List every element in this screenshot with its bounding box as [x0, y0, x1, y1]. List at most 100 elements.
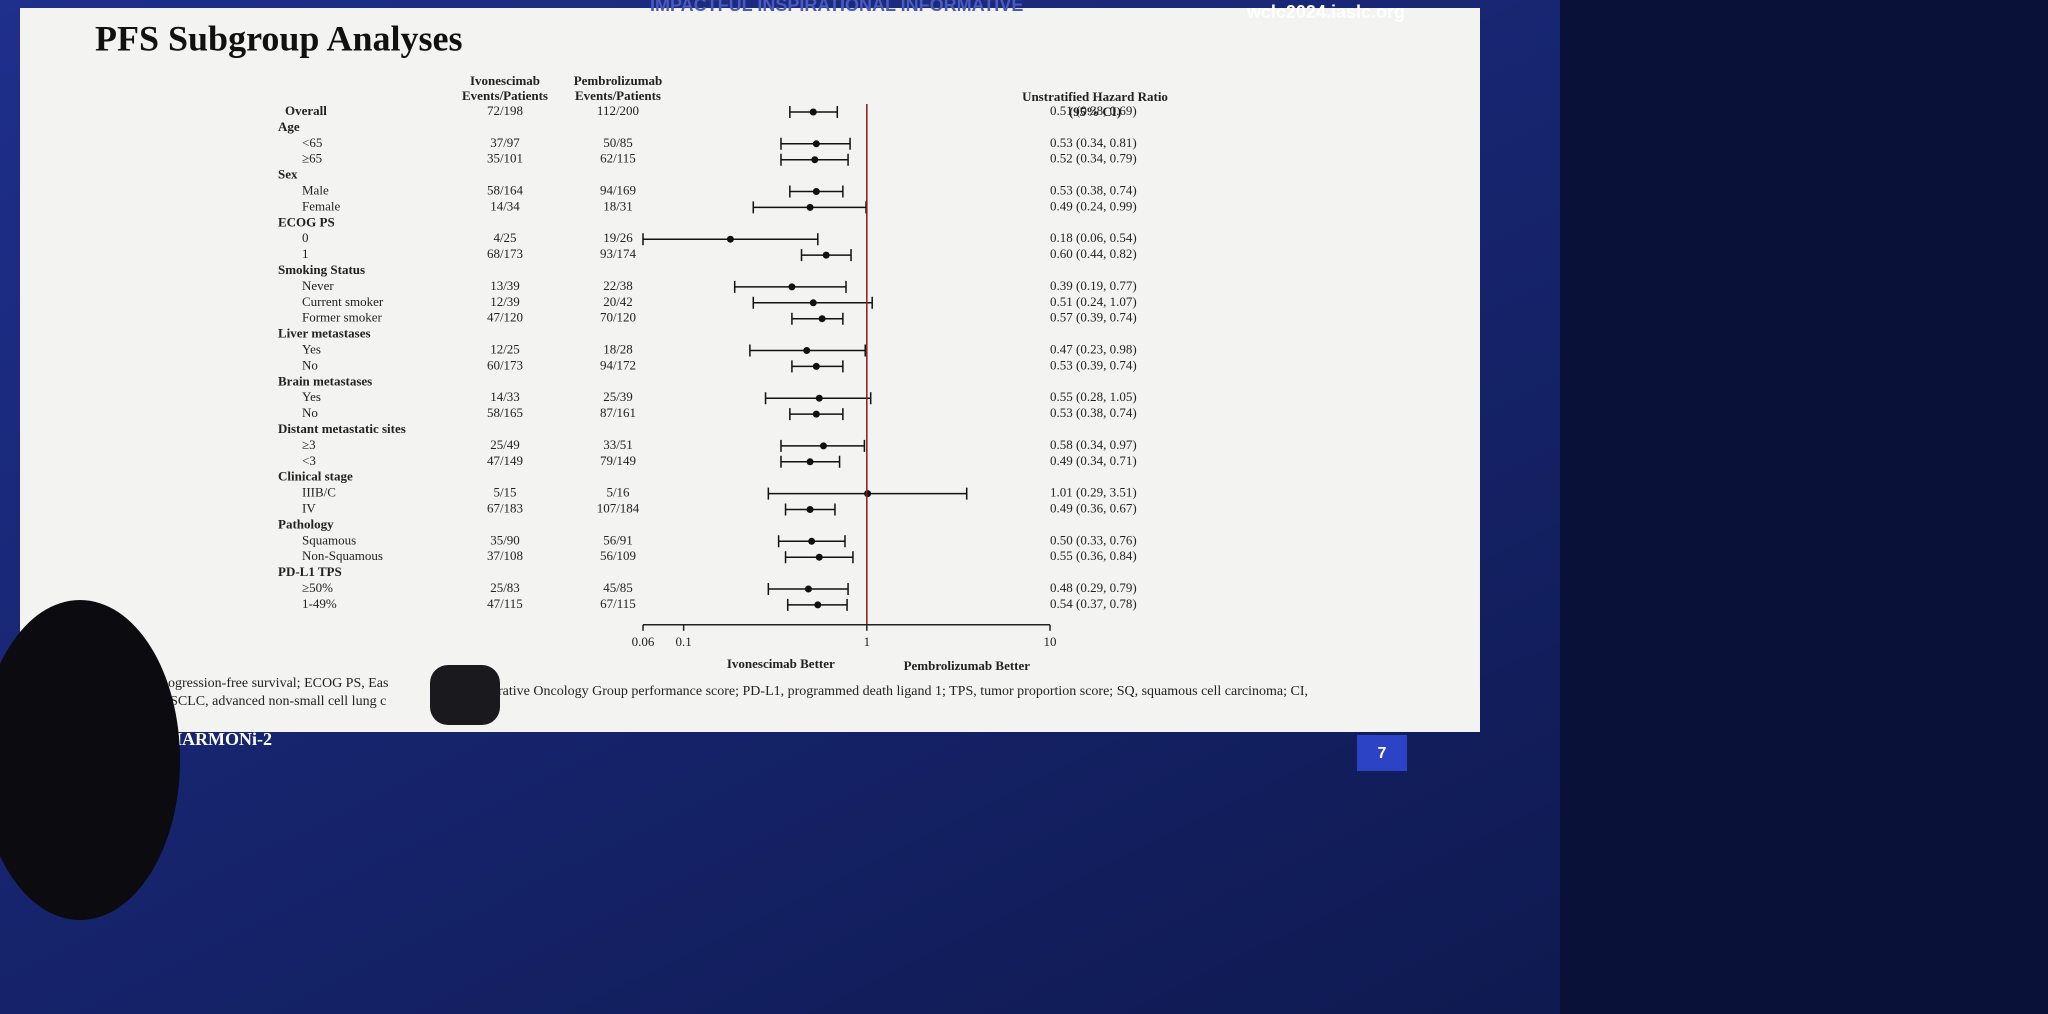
- events: 107/184: [597, 500, 640, 515]
- x-tick-label: 0.1: [676, 634, 692, 649]
- events: 58/165: [487, 405, 523, 420]
- hr-point: [806, 506, 814, 513]
- hr-label: 1.01 (0.29, 3.51): [1050, 485, 1137, 500]
- hr-point: [803, 347, 811, 354]
- events: 68/173: [487, 246, 523, 261]
- group-label: Smoking Status: [278, 262, 365, 277]
- hr-point: [822, 251, 830, 259]
- hr-point: [815, 553, 823, 561]
- footnote: rative Oncology Group performance score;…: [498, 684, 1308, 699]
- hr-point: [864, 490, 872, 498]
- hr-point: [726, 235, 734, 243]
- row-label: ≥50%: [302, 580, 333, 595]
- row-label: Yes: [302, 341, 321, 356]
- events: 72/198: [487, 103, 523, 118]
- events: 56/91: [603, 532, 633, 547]
- row-label: 1: [302, 246, 309, 261]
- chart-title: PFS Subgroup Analyses: [95, 18, 462, 58]
- hr-label: 0.51 (0.24, 1.07): [1050, 294, 1137, 309]
- events: 18/31: [603, 198, 633, 213]
- footnote: ogression-free survival; ECOG PS, Eas: [168, 676, 388, 691]
- events: 112/200: [597, 103, 639, 118]
- row-label: IIIB/C: [302, 485, 336, 500]
- row-label: Yes: [302, 389, 321, 404]
- hr-point: [815, 394, 823, 402]
- annotation: Pembrolizumab Better: [904, 658, 1031, 673]
- events: 93/174: [600, 246, 637, 261]
- hr-point: [804, 585, 812, 593]
- hr-label: 0.57 (0.39, 0.74): [1050, 310, 1137, 325]
- events: 58/164: [487, 182, 524, 197]
- hr-point: [814, 601, 822, 609]
- hr-label: 0.53 (0.38, 0.74): [1050, 405, 1137, 420]
- hr-point: [812, 188, 820, 195]
- events: 33/51: [603, 437, 633, 452]
- hr-label: 0.39 (0.19, 0.77): [1050, 278, 1137, 293]
- hr-point: [788, 283, 796, 291]
- events: 47/149: [487, 453, 523, 468]
- hr-label: 0.55 (0.36, 0.84): [1050, 548, 1137, 563]
- hr-label: 0.53 (0.39, 0.74): [1050, 357, 1137, 372]
- events: 67/115: [600, 596, 636, 611]
- events: 18/28: [603, 341, 633, 356]
- events: 4/25: [493, 230, 516, 245]
- events: 70/120: [600, 310, 636, 325]
- camera: [430, 665, 500, 725]
- x-tick-label: 10: [1044, 634, 1057, 649]
- events: 19/26: [603, 230, 633, 245]
- events: 56/109: [600, 548, 636, 563]
- events: 20/42: [603, 294, 633, 309]
- hr-label: 0.50 (0.33, 0.76): [1050, 532, 1137, 547]
- events: 67/183: [487, 500, 523, 515]
- events: 13/39: [490, 278, 520, 293]
- column-header: Ivonescimab: [470, 73, 540, 88]
- events: 94/172: [600, 357, 636, 372]
- events: 25/83: [490, 580, 520, 595]
- row-label: ≥3: [302, 437, 316, 452]
- group-label: Brain metastases: [278, 373, 372, 388]
- events: 35/101: [487, 151, 523, 166]
- page-box: [1357, 735, 1407, 771]
- events: 25/39: [603, 389, 633, 404]
- hr-label: 0.51 (0.38, 0.69): [1050, 103, 1137, 118]
- row-label: IV: [302, 500, 316, 515]
- row-label: Non-Squamous: [302, 548, 383, 563]
- group-label: Distant metastatic sites: [278, 421, 406, 436]
- events: 5/15: [493, 485, 516, 500]
- hr-point: [809, 108, 817, 116]
- events: 5/16: [606, 485, 630, 500]
- events: 25/49: [490, 437, 520, 452]
- hr-label: 0.52 (0.34, 0.79): [1050, 151, 1137, 166]
- hr-label: 0.55 (0.28, 1.05): [1050, 389, 1137, 404]
- events: 47/120: [487, 310, 523, 325]
- row-label: 0: [302, 230, 309, 245]
- column-header: Events/Patients: [462, 88, 548, 103]
- group-label: Sex: [278, 167, 298, 182]
- hr-label: 0.53 (0.38, 0.74): [1050, 182, 1137, 197]
- column-header: Pembrolizumab: [574, 73, 663, 88]
- row-label: Never: [302, 278, 334, 293]
- events: 62/115: [600, 151, 636, 166]
- group-label: ECOG PS: [278, 214, 335, 229]
- row-label: Former smoker: [302, 310, 382, 325]
- events: 87/161: [600, 405, 636, 420]
- row-label: Female: [302, 198, 340, 213]
- events: 35/90: [490, 532, 520, 547]
- hr-label: 0.60 (0.44, 0.82): [1050, 246, 1137, 261]
- row-label: 1-49%: [302, 596, 337, 611]
- events: 22/38: [603, 278, 633, 293]
- row-label: Current smoker: [302, 294, 384, 309]
- hr-point: [811, 156, 819, 164]
- events: 14/33: [490, 389, 520, 404]
- group-label: PD-L1 TPS: [278, 564, 342, 579]
- footer: HARMONi-2: [168, 729, 272, 749]
- hr-label: 0.53 (0.34, 0.81): [1050, 135, 1137, 150]
- hr-point: [819, 442, 827, 450]
- column-header: Events/Patients: [575, 88, 661, 103]
- column-header: Unstratified Hazard Ratio: [1022, 89, 1168, 104]
- hr-point: [808, 537, 816, 545]
- events: 12/39: [490, 294, 520, 309]
- slide: [20, 8, 1480, 732]
- hr-point: [806, 458, 814, 466]
